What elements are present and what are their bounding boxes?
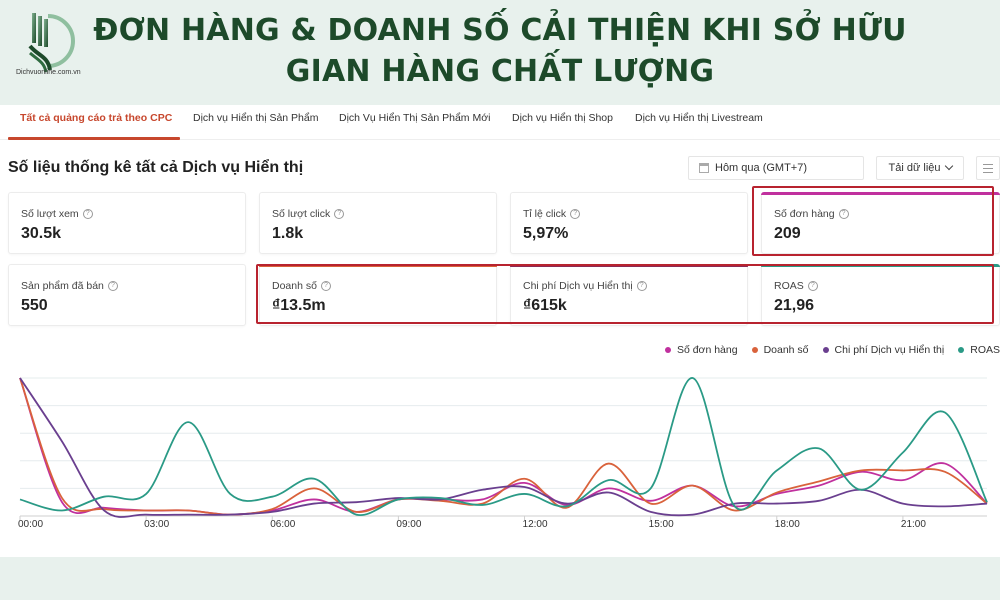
date-range-value: Hôm qua (GMT+7) bbox=[715, 162, 807, 174]
series-line[interactable] bbox=[19, 377, 988, 516]
metric-label: ROAS bbox=[774, 280, 804, 292]
x-tick-label: 00:00 bbox=[18, 519, 44, 530]
metric-card-ctr[interactable]: Tỉ lệ click? 5,97% bbox=[510, 192, 748, 254]
series-color-bar bbox=[510, 264, 748, 267]
help-icon[interactable]: ? bbox=[807, 281, 818, 291]
metric-label: Số lượt click bbox=[272, 208, 331, 220]
legend-dot-icon bbox=[958, 347, 965, 353]
metric-card-roas[interactable]: ROAS? 21,96 bbox=[761, 264, 1000, 326]
legend-item-roas[interactable]: ROAS bbox=[958, 344, 1000, 356]
x-tick-label: 03:00 bbox=[144, 519, 170, 530]
metric-label: Tỉ lệ click bbox=[523, 208, 567, 220]
dichvuonline-logo-icon bbox=[28, 13, 75, 73]
tab-bar: Tất cả quảng cáo trả theo CPC Dịch vụ Hi… bbox=[0, 105, 1000, 140]
metric-card-orders[interactable]: Số đơn hàng? 209 bbox=[761, 192, 1000, 254]
x-tick-label: 12:00 bbox=[522, 519, 548, 530]
metric-value: 550 bbox=[21, 297, 48, 314]
metric-card-clicks[interactable]: Số lượt click? 1.8k bbox=[259, 192, 497, 254]
chevron-down-icon bbox=[944, 161, 953, 171]
active-tab-indicator bbox=[8, 137, 180, 140]
legend-dot-icon bbox=[664, 347, 671, 353]
x-tick-label: 09:00 bbox=[396, 519, 422, 530]
line-chart[interactable]: 00:00 03:00 06:00 09:00 12:00 15:00 18:00 21:00 bbox=[0, 365, 1000, 535]
tab-shop-display[interactable]: Dịch vụ Hiển thị Shop bbox=[512, 112, 613, 124]
metric-value: ₫13.5m bbox=[272, 297, 326, 314]
menu-button[interactable] bbox=[976, 156, 1000, 180]
headline-line-2: GIAN HÀNG CHẤT LƯỢNG bbox=[285, 54, 715, 89]
help-icon[interactable]: ? bbox=[320, 281, 331, 291]
hamburger-icon bbox=[983, 163, 993, 165]
page-headline: ĐƠN HÀNG & DOANH SỐ CẢI THIỆN KHI SỞ HỮU… bbox=[90, 10, 910, 92]
metric-card-items-sold[interactable]: Sản phẩm đã bán? 550 bbox=[8, 264, 246, 326]
metric-card-ad-cost[interactable]: Chi phí Dịch vụ Hiển thị? ₫615k bbox=[510, 264, 748, 326]
tab-livestream-display[interactable]: Dịch vụ Hiển thị Livestream bbox=[635, 112, 763, 124]
metric-value: 5,97% bbox=[523, 225, 569, 242]
help-icon[interactable]: ? bbox=[334, 209, 345, 219]
banner-header: Dichvuonline.com.vn ĐƠN HÀNG & DOANH SỐ … bbox=[0, 0, 1000, 105]
help-icon[interactable]: ? bbox=[107, 281, 118, 291]
tab-new-product-display[interactable]: Dịch Vụ Hiển Thị Sản Phẩm Mới bbox=[339, 112, 491, 124]
metric-value: 1.8k bbox=[272, 225, 304, 242]
logo-text: Dichvuonline.com.vn bbox=[16, 69, 81, 76]
headline-line-1: ĐƠN HÀNG & DOANH SỐ CẢI THIỆN KHI SỞ HỮU bbox=[93, 13, 907, 48]
x-tick-label: 21:00 bbox=[900, 519, 926, 530]
metric-value: 21,96 bbox=[774, 297, 815, 314]
metric-value: 209 bbox=[774, 225, 801, 242]
metric-card-revenue[interactable]: Doanh số? ₫13.5m bbox=[259, 264, 497, 326]
series-color-bar bbox=[761, 192, 1000, 195]
series-color-bar bbox=[259, 264, 497, 267]
tab-product-display[interactable]: Dịch vụ Hiển thị Sản Phẩm bbox=[193, 112, 319, 124]
series-color-bar bbox=[761, 264, 1000, 267]
legend-item-ad-cost[interactable]: Chi phí Dịch vụ Hiển thị bbox=[822, 344, 944, 356]
metric-label: Số lượt xem bbox=[21, 208, 79, 220]
download-label: Tải dữ liệu bbox=[888, 162, 941, 174]
help-icon[interactable]: ? bbox=[82, 209, 93, 219]
x-tick-label: 18:00 bbox=[774, 519, 800, 530]
legend-dot-icon bbox=[751, 347, 758, 353]
legend-item-revenue[interactable]: Doanh số bbox=[751, 344, 809, 356]
calendar-icon bbox=[699, 163, 709, 173]
metric-label: Chi phí Dịch vụ Hiển thị bbox=[523, 280, 633, 292]
section-title: Số liệu thống kê tất cả Dịch vụ Hiển thị bbox=[8, 159, 304, 176]
chart-legend: Số đơn hàng Doanh số Chi phí Dịch vụ Hiể… bbox=[664, 344, 1000, 356]
download-data-button[interactable]: Tải dữ liệu bbox=[876, 156, 964, 180]
tab-all-cpc[interactable]: Tất cả quảng cáo trả theo CPC bbox=[20, 112, 173, 124]
legend-item-orders[interactable]: Số đơn hàng bbox=[664, 344, 738, 356]
x-tick-label: 15:00 bbox=[648, 519, 674, 530]
help-icon[interactable]: ? bbox=[636, 281, 647, 291]
series-line[interactable] bbox=[19, 377, 988, 516]
metric-label: Số đơn hàng bbox=[774, 208, 835, 220]
metric-label: Sản phẩm đã bán bbox=[21, 280, 104, 292]
metric-value: ₫615k bbox=[523, 297, 567, 314]
metric-value: 30.5k bbox=[21, 225, 62, 242]
dashboard-panel: Tất cả quảng cáo trả theo CPC Dịch vụ Hi… bbox=[0, 105, 1000, 557]
x-tick-label: 06:00 bbox=[270, 519, 296, 530]
series-line[interactable] bbox=[19, 377, 988, 518]
metric-label: Doanh số bbox=[272, 280, 317, 292]
legend-dot-icon bbox=[822, 347, 829, 353]
metric-card-views[interactable]: Số lượt xem? 30.5k bbox=[8, 192, 246, 254]
date-range-picker[interactable]: Hôm qua (GMT+7) bbox=[688, 156, 864, 180]
line-chart-canvas bbox=[19, 377, 988, 520]
help-icon[interactable]: ? bbox=[838, 209, 849, 219]
help-icon[interactable]: ? bbox=[570, 209, 581, 219]
